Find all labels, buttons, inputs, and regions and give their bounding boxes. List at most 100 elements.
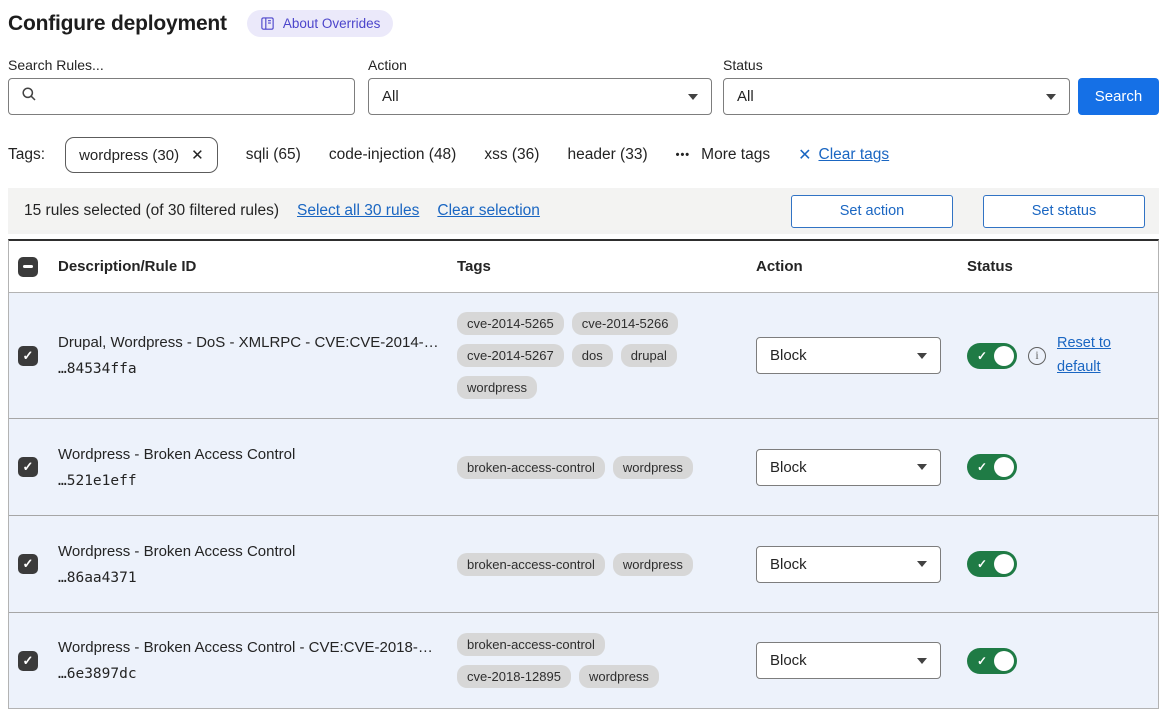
page-header: Configure deployment About Overrides (8, 10, 1159, 37)
tag-pill: cve-2018-12895 (457, 665, 571, 688)
table-row: ✓ Wordpress - Broken Access Control - CV… (9, 613, 1158, 708)
tag-xss[interactable]: xss (36) (484, 146, 540, 163)
selected-tag-wordpress[interactable]: wordpress (30) ✕ (65, 137, 218, 173)
action-select[interactable]: Block (756, 448, 941, 486)
toggle-knob (994, 554, 1014, 574)
rule-tags: cve-2014-5265 cve-2014-5266 cve-2014-526… (457, 312, 756, 399)
status-toggle[interactable]: ✓ (967, 551, 1017, 577)
action-select[interactable]: Block (756, 642, 941, 679)
search-icon (21, 86, 37, 107)
status-filter-value: All (737, 88, 754, 105)
status-toggle[interactable]: ✓ (967, 647, 1017, 674)
action-filter-select[interactable]: All (368, 78, 712, 115)
tag-pill: wordpress (578, 665, 659, 688)
tag-pill: broken-access-control (457, 633, 605, 656)
action-select-value: Block (770, 458, 807, 476)
selection-bar: 15 rules selected (of 30 filtered rules)… (8, 188, 1159, 234)
chevron-down-icon (917, 464, 927, 470)
row-checkbox[interactable]: ✓ (18, 650, 38, 671)
rules-table: ✕ Description/Rule ID Tags Action Status… (8, 239, 1159, 709)
clear-selection-link[interactable]: Clear selection (437, 202, 540, 219)
close-icon: ✕ (798, 147, 812, 164)
action-select[interactable]: Block (756, 545, 941, 583)
rule-tags: broken-access-control wordpress (457, 455, 756, 479)
search-box (8, 78, 355, 115)
selection-summary: 15 rules selected (of 30 filtered rules) (24, 202, 280, 219)
chevron-down-icon (917, 352, 927, 359)
clear-tags-link[interactable]: ✕ Clear tags (798, 145, 889, 165)
tag-header[interactable]: header (33) (567, 146, 648, 163)
clear-tags-label: Clear tags (818, 146, 890, 163)
ellipsis-icon: ••• (675, 149, 691, 161)
tag-code-injection[interactable]: code-injection (48) (328, 146, 457, 163)
toggle-knob (994, 457, 1014, 477)
action-filter-value: All (382, 88, 399, 105)
rule-id: …86aa4371 (58, 569, 137, 586)
action-select-value: Block (770, 555, 807, 573)
tag-pill: cve-2014-5266 (571, 312, 679, 335)
search-button[interactable]: Search (1078, 78, 1159, 115)
about-overrides-badge[interactable]: About Overrides (246, 10, 394, 37)
rule-description: Wordpress - Broken Access Control (58, 445, 296, 463)
tag-pill: wordpress (612, 455, 693, 479)
tags-bar: Tags: wordpress (30) ✕ sqli (65) code-in… (8, 137, 1159, 173)
tag-pill: broken-access-control (457, 552, 605, 576)
more-tags-label: More tags (701, 146, 771, 163)
row-checkbox[interactable]: ✓ (18, 457, 38, 477)
selected-tag-label: wordpress (30) (79, 146, 180, 164)
tag-sqli[interactable]: sqli (65) (245, 146, 301, 163)
chevron-down-icon (1046, 93, 1056, 100)
select-all-checkbox[interactable]: ✕ (18, 256, 38, 277)
tag-pill: broken-access-control (457, 455, 605, 479)
column-description: Description/Rule ID (58, 258, 197, 275)
table-row: ✓ Drupal, Wordpress - DoS - XMLRPC - CVE… (9, 293, 1158, 419)
page-title: Configure deployment (8, 11, 227, 35)
chevron-down-icon (688, 93, 698, 100)
about-overrides-label: About Overrides (282, 16, 381, 31)
select-all-link[interactable]: Select all 30 rules (297, 202, 420, 219)
remove-tag-icon[interactable]: ✕ (191, 147, 204, 164)
tag-pill: drupal (620, 344, 677, 367)
status-filter-group: Status All (723, 57, 1070, 115)
action-filter-group: Action All (368, 57, 712, 115)
book-icon (260, 16, 275, 31)
search-rules-label: Search Rules... (8, 57, 104, 73)
rule-id: …6e3897dc (58, 666, 137, 682)
tag-pill: wordpress (612, 552, 693, 576)
column-action: Action (756, 258, 803, 275)
column-tags: Tags (457, 258, 491, 275)
action-filter-label: Action (368, 57, 407, 73)
status-filter-label: Status (723, 57, 763, 73)
action-select-value: Block (770, 347, 807, 364)
tag-pill: cve-2014-5267 (457, 344, 564, 367)
more-tags-button[interactable]: ••• More tags (676, 146, 770, 164)
search-input[interactable] (46, 88, 344, 105)
row-checkbox[interactable]: ✓ (18, 345, 38, 366)
chevron-down-icon (917, 657, 927, 664)
rule-id: …521e1eff (58, 472, 137, 489)
rule-tags: broken-access-control cve-2018-12895 wor… (457, 633, 756, 688)
tag-pill: dos (571, 344, 613, 367)
tags-label: Tags: (8, 146, 46, 163)
toggle-knob (994, 345, 1014, 366)
row-checkbox[interactable]: ✓ (18, 554, 38, 574)
table-row: ✓ Wordpress - Broken Access Control …521… (9, 419, 1158, 516)
status-toggle[interactable]: ✓ (967, 454, 1017, 480)
status-filter-select[interactable]: All (723, 78, 1070, 115)
tag-pill: cve-2014-5265 (457, 312, 564, 335)
action-select[interactable]: Block (756, 337, 941, 374)
set-status-button[interactable]: Set status (983, 194, 1145, 228)
rule-tags: broken-access-control wordpress (457, 552, 756, 576)
column-status: Status (967, 258, 1013, 275)
info-icon[interactable]: i (1028, 346, 1046, 365)
rule-description: Wordpress - Broken Access Control (58, 542, 296, 560)
status-toggle[interactable]: ✓ (967, 342, 1017, 369)
rule-description: Wordpress - Broken Access Control - CVE:… (58, 639, 433, 656)
rule-id: …84534ffa (58, 361, 137, 377)
chevron-down-icon (917, 561, 927, 567)
toggle-knob (994, 650, 1014, 671)
reset-to-default-link[interactable]: Reset to default (1057, 334, 1111, 375)
search-rules-group: Search Rules... (8, 57, 355, 115)
set-action-button[interactable]: Set action (791, 194, 953, 228)
